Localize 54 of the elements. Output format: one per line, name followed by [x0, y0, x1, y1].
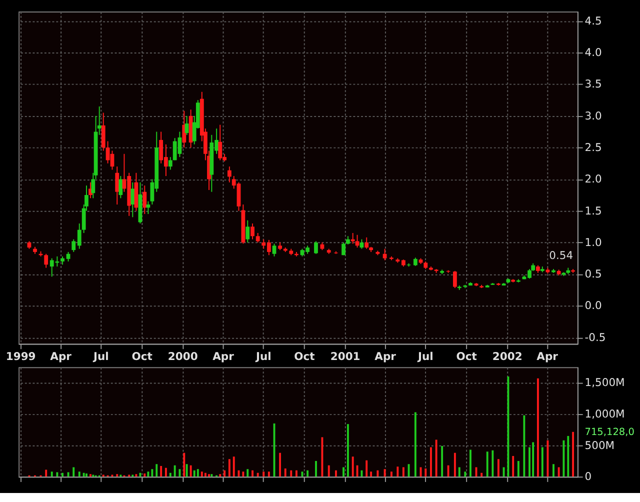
candlestick: [72, 238, 76, 252]
candlestick: [115, 166, 120, 205]
candlestick: [314, 240, 318, 254]
y-tick-label: 1.0: [584, 236, 602, 249]
candlestick: [355, 234, 360, 248]
candlestick: [382, 248, 387, 261]
y-tick-label: 1,000M: [584, 407, 625, 420]
x-tick-label: Jul: [92, 350, 109, 363]
x-tick-label: Jul: [417, 350, 434, 363]
candlestick: [342, 242, 346, 256]
candlestick: [142, 185, 147, 214]
candlestick: [227, 166, 232, 183]
y-tick-label: 2.0: [584, 172, 602, 186]
x-tick-label: Apr: [374, 350, 397, 363]
candlestick: [452, 270, 457, 289]
x-tick-label: 2001: [330, 350, 360, 363]
y-tick-label: 0.0: [584, 299, 602, 312]
x-tick-label: Oct: [456, 350, 477, 363]
candlestick: [272, 243, 276, 257]
candlestick: [130, 182, 135, 218]
y-tick-label: 3.5: [584, 78, 602, 91]
candlestick: [44, 253, 48, 268]
y-tick-label: 0.5: [584, 268, 602, 281]
x-tick-label: Oct: [294, 350, 315, 363]
x-tick-label: 1999: [6, 350, 36, 363]
candlestick: [364, 236, 369, 250]
y-tick-label: 1,500M: [584, 376, 625, 390]
y-tick-label: 1.5: [584, 204, 602, 218]
y-tick-label: -0.5: [584, 330, 606, 344]
candlestick: [184, 115, 189, 136]
x-tick-label: Jul: [254, 350, 272, 363]
y-tick-label: 500M: [584, 438, 615, 452]
y-tick-label: 4.0: [584, 46, 602, 60]
x-tick-label: Oct: [132, 350, 152, 363]
candlestick: [218, 124, 222, 161]
candlestick: [101, 112, 106, 152]
x-tick-label: Apr: [50, 350, 72, 363]
y-tick-label: 2.5: [584, 140, 602, 154]
y-tick-label: 3.0: [584, 109, 602, 122]
x-tick-label: Apr: [536, 350, 559, 363]
x-tick-label: 2002: [492, 350, 522, 363]
y-tick-label: 4.5: [584, 14, 602, 28]
x-tick-label: Apr: [212, 350, 235, 363]
annotation: 0.54: [549, 248, 574, 262]
candlestick: [77, 223, 82, 250]
candlestick: [256, 232, 260, 243]
candlestick: [118, 176, 123, 199]
y-tick-label: 0: [584, 470, 592, 484]
x-tick-label: 2000: [168, 350, 198, 363]
candlestick: [246, 220, 250, 243]
annotation: 715,128,0: [584, 426, 634, 438]
candlestick: [250, 223, 254, 240]
candlestick: [168, 156, 172, 170]
candlestick: [146, 200, 150, 214]
